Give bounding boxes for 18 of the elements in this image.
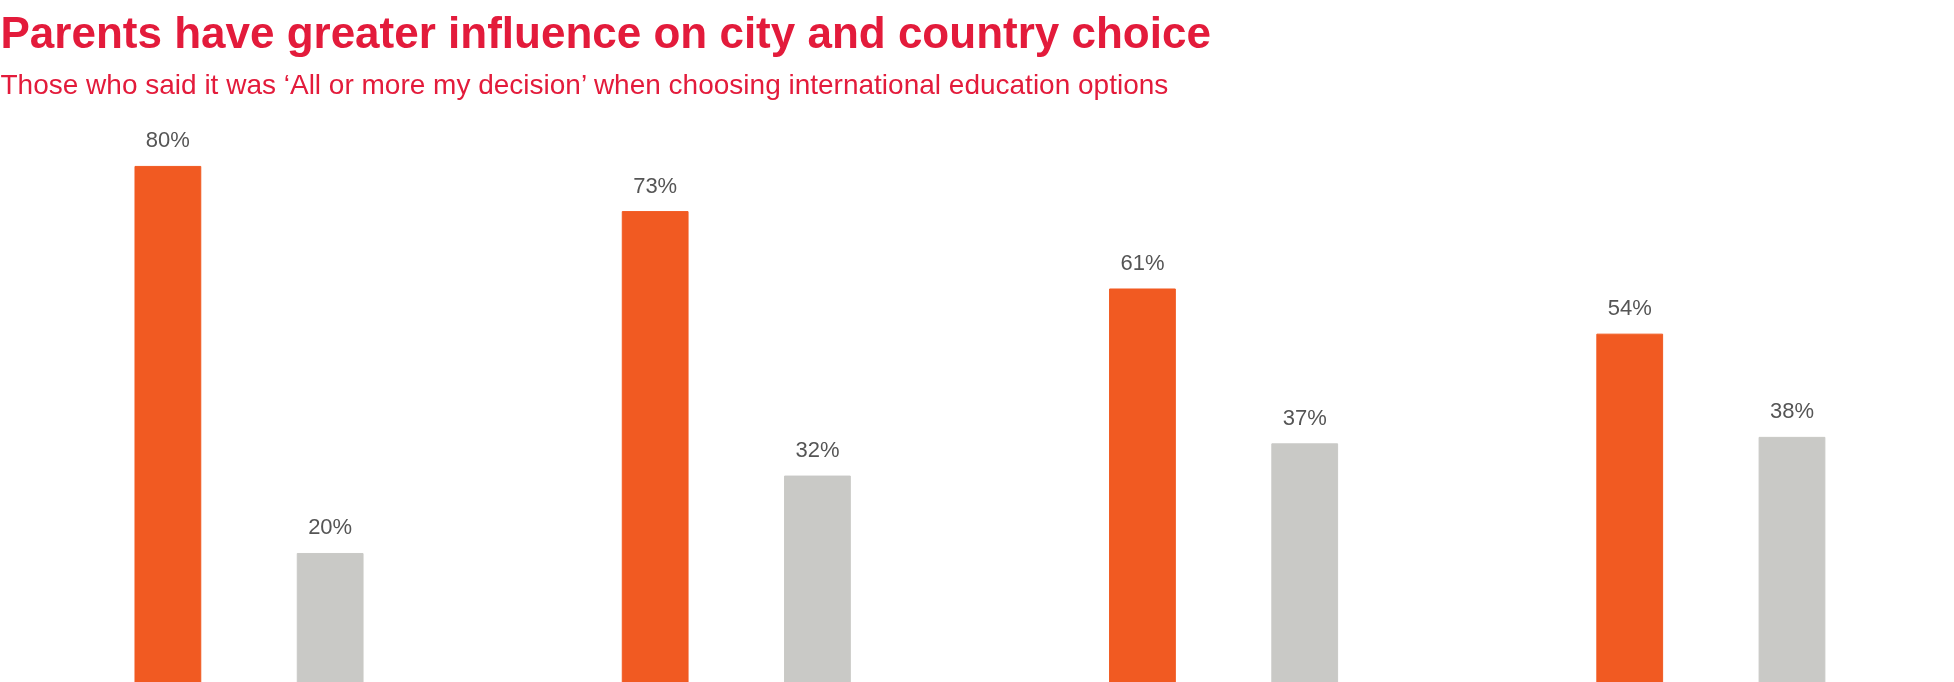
bar: [1271, 443, 1339, 682]
bar: [1109, 288, 1176, 682]
data-label: 80%: [145, 127, 190, 153]
data-label: 61%: [1120, 250, 1165, 275]
chart-title: Parents have greater influence on city and country choice: [0, 7, 1211, 57]
bar: [621, 211, 689, 682]
data-label: 32%: [795, 437, 840, 463]
bar: [1596, 333, 1664, 682]
data-label: 73%: [633, 172, 678, 198]
data-label: 37%: [1282, 404, 1327, 430]
bar: [1758, 436, 1826, 682]
chart-subtitle: Those who said it was ‘All or more my decision’ when choosing international education options: [0, 68, 1169, 100]
bar: [784, 475, 851, 682]
data-label: 20%: [308, 514, 353, 540]
bar: [134, 165, 202, 682]
data-label: 54%: [1607, 295, 1652, 321]
bar: [296, 552, 364, 682]
data-label: 38%: [1769, 398, 1815, 424]
